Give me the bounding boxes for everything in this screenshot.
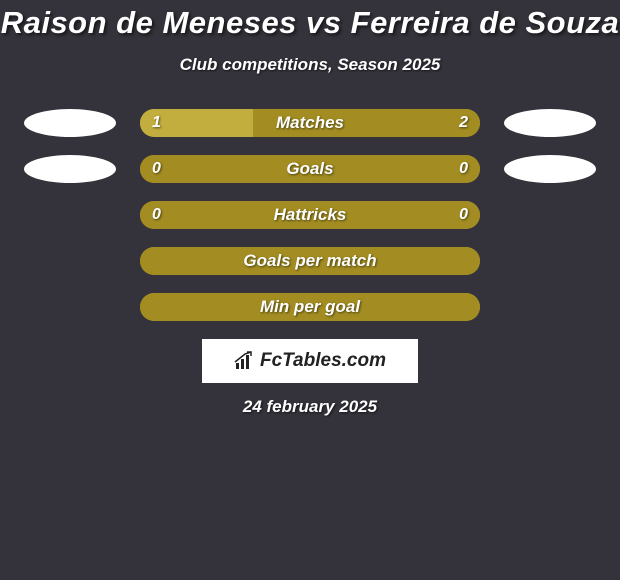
stat-bar: 12Matches [140, 109, 480, 137]
logo-box: FcTables.com [202, 339, 418, 383]
avatar-spacer [504, 247, 596, 275]
stat-bar: 00Goals [140, 155, 480, 183]
stat-label: Matches [140, 109, 480, 137]
stat-label: Goals [140, 155, 480, 183]
stat-rows: 12Matches 00Goals 00Hattricks Goals per mat… [0, 109, 620, 321]
avatar-spacer [24, 293, 116, 321]
logo-text: FcTables.com [260, 350, 386, 372]
stat-row: Goals per match [0, 247, 620, 275]
player-avatar-left [24, 155, 116, 183]
avatar-spacer [504, 201, 596, 229]
page-title: Raison de Meneses vs Ferreira de Souza [0, 5, 620, 41]
comparison-card: Raison de Meneses vs Ferreira de Souza C… [0, 0, 620, 417]
subtitle: Club competitions, Season 2025 [0, 55, 620, 75]
stat-bar: Min per goal [140, 293, 480, 321]
avatar-spacer [504, 293, 596, 321]
avatar-spacer [24, 247, 116, 275]
player-avatar-right [504, 109, 596, 137]
chart-icon [234, 351, 256, 371]
stat-row: Min per goal [0, 293, 620, 321]
avatar-spacer [24, 201, 116, 229]
stat-label: Min per goal [140, 293, 480, 321]
stat-row: 12Matches [0, 109, 620, 137]
stat-label: Hattricks [140, 201, 480, 229]
player-avatar-left [24, 109, 116, 137]
stat-label: Goals per match [140, 247, 480, 275]
stat-row: 00Goals [0, 155, 620, 183]
player-avatar-right [504, 155, 596, 183]
stat-bar: 00Hattricks [140, 201, 480, 229]
date-text: 24 february 2025 [0, 397, 620, 417]
stat-bar: Goals per match [140, 247, 480, 275]
stat-row: 00Hattricks [0, 201, 620, 229]
